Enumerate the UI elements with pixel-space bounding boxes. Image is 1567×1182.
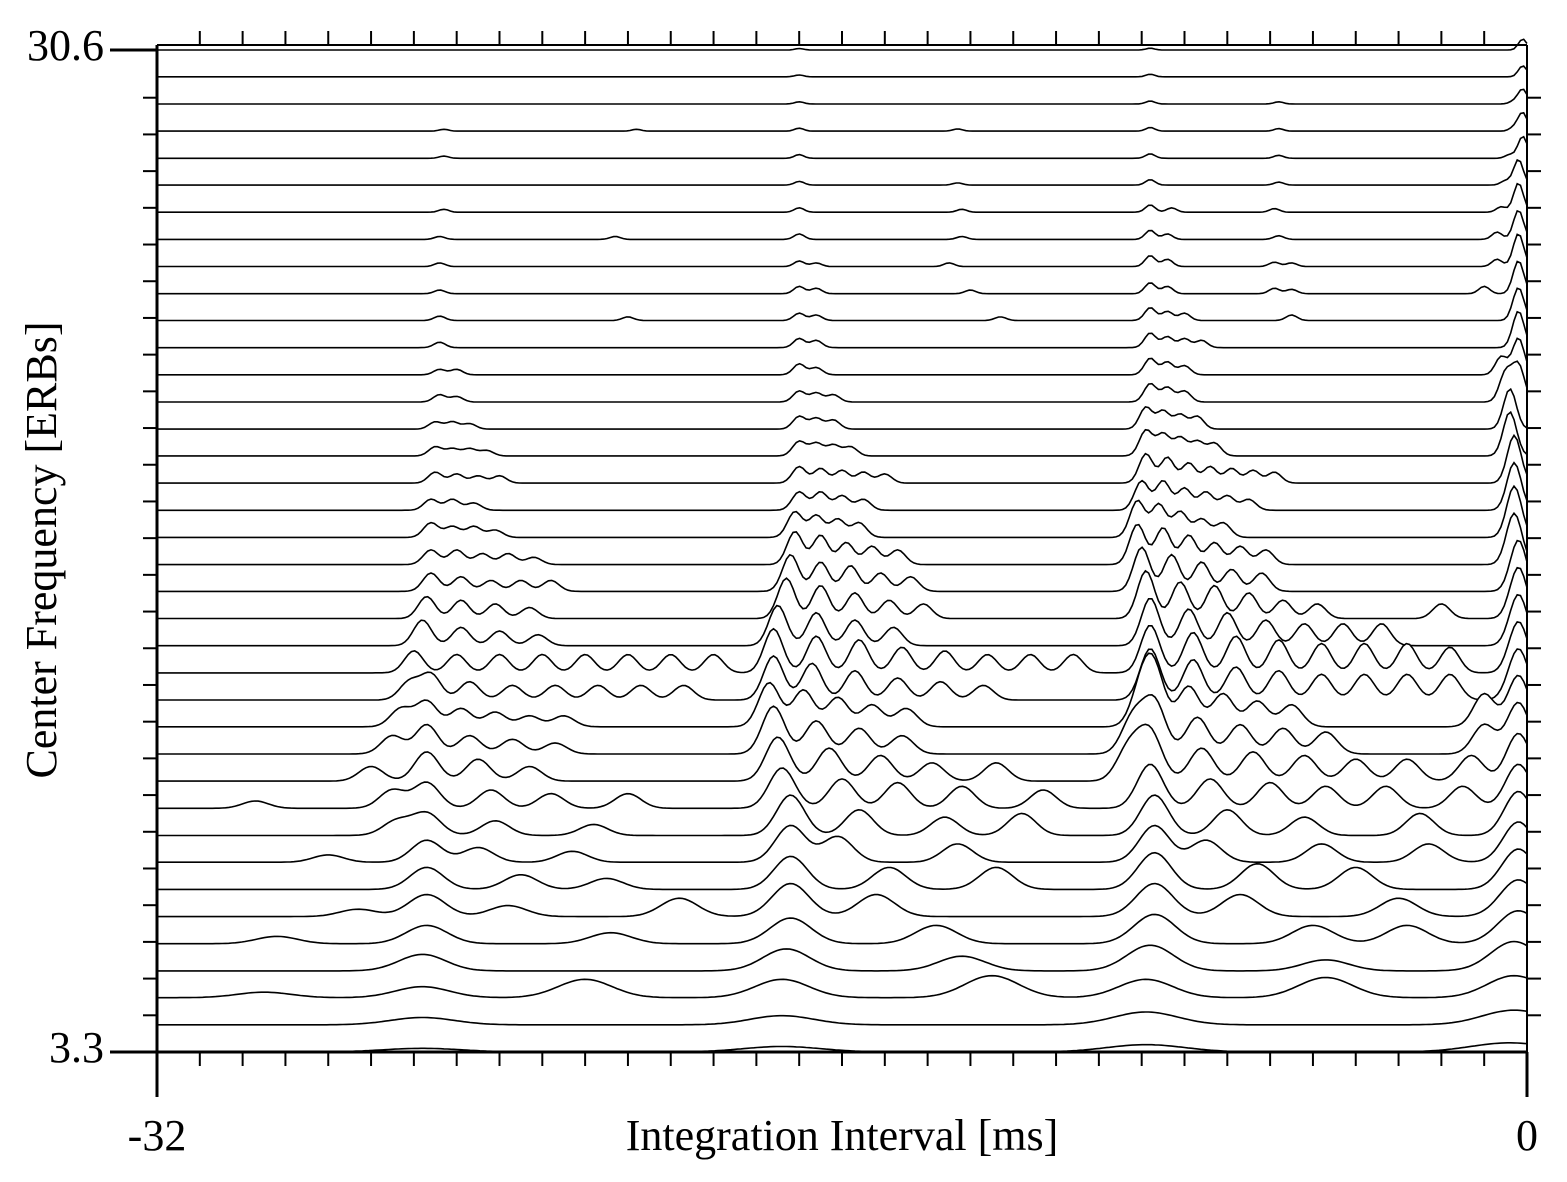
trace-mask — [157, 910, 1527, 944]
x-tick-label: -32 — [128, 1111, 187, 1160]
trace-mask — [157, 462, 1527, 511]
trace-mask — [157, 621, 1527, 673]
trace-mask — [157, 486, 1527, 538]
trace — [157, 693, 1528, 755]
trace-mask — [157, 975, 1527, 998]
y-tick-label: 3.3 — [49, 1023, 104, 1072]
trace — [157, 974, 1528, 999]
trace — [157, 337, 1528, 376]
trace-mask — [157, 412, 1527, 456]
trace-mask — [157, 822, 1527, 863]
trace-mask — [157, 653, 1527, 727]
trace-mask — [157, 724, 1527, 782]
traces — [157, 38, 1528, 1053]
trace — [157, 461, 1528, 512]
trace-mask — [157, 540, 1527, 592]
trace — [157, 260, 1528, 295]
trace — [157, 182, 1528, 213]
trace — [157, 410, 1528, 457]
trace — [157, 566, 1528, 620]
trace-mask — [157, 1042, 1527, 1052]
trace-mask — [157, 513, 1527, 565]
trace — [157, 111, 1528, 132]
trace — [157, 511, 1528, 566]
trace-mask — [157, 1010, 1527, 1025]
trace — [157, 65, 1528, 78]
trace — [157, 360, 1528, 403]
x-tick-label: 0 — [1516, 1111, 1538, 1160]
trace — [157, 848, 1528, 891]
axes: -32 0 3.3 30.6 — [27, 21, 1541, 1160]
trace — [157, 940, 1528, 972]
trace-mask — [157, 649, 1527, 701]
trace — [157, 620, 1528, 674]
trace-mask — [157, 361, 1527, 402]
trace — [157, 287, 1528, 322]
trace-mask — [157, 435, 1527, 484]
trace-mask — [157, 694, 1527, 754]
trace — [157, 484, 1528, 539]
trace — [157, 539, 1528, 593]
trace — [157, 648, 1528, 701]
trace — [157, 158, 1528, 186]
trace — [157, 909, 1528, 945]
trace — [157, 310, 1528, 349]
trace — [157, 763, 1528, 810]
trace — [157, 790, 1528, 837]
trace — [157, 233, 1528, 268]
trace — [157, 209, 1528, 241]
y-tick-label: 30.6 — [27, 21, 104, 70]
trace — [157, 821, 1528, 863]
trace — [157, 879, 1528, 918]
trace — [157, 433, 1528, 484]
x-axis-label: Integration Interval [ms] — [626, 1111, 1059, 1160]
trace — [157, 723, 1528, 782]
trace-mask — [157, 791, 1527, 836]
trace — [157, 593, 1528, 647]
trace-mask — [157, 849, 1527, 890]
y-axis-label: Center Frequency [ERBs] — [17, 322, 66, 779]
trace — [157, 88, 1528, 105]
trace-mask — [157, 941, 1527, 971]
trace-mask — [157, 594, 1527, 646]
trace — [157, 135, 1528, 160]
trace — [157, 38, 1528, 51]
trace-mask — [157, 389, 1527, 430]
trace — [157, 1009, 1528, 1026]
trace-mask — [157, 764, 1527, 809]
trace — [157, 387, 1528, 430]
trace — [157, 652, 1528, 728]
